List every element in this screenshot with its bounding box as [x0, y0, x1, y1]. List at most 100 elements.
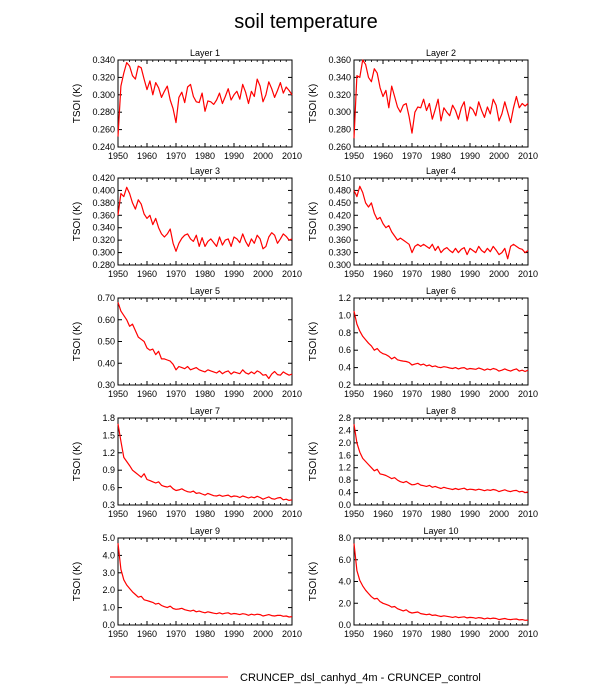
x-tick-label: 1960 — [137, 509, 157, 519]
x-tick-label: 1990 — [224, 629, 244, 639]
x-tick-label: 2000 — [253, 389, 273, 399]
x-tick-label: 1970 — [166, 389, 186, 399]
y-tick-label: 0.3 — [102, 500, 115, 510]
plot-frame — [353, 59, 529, 148]
x-tick-label: 1950 — [344, 389, 364, 399]
y-tick-label: 2.0 — [338, 438, 351, 448]
y-tick-label: 0.320 — [92, 235, 115, 245]
x-tick-label: 1950 — [108, 629, 128, 639]
series-line — [353, 59, 529, 139]
x-tick-label: 2000 — [489, 629, 509, 639]
y-tick-label: 1.2 — [102, 448, 115, 458]
series-line — [117, 61, 293, 137]
y-tick-label: 0.4 — [338, 488, 351, 498]
x-tick-label: 1950 — [108, 509, 128, 519]
series-line — [117, 302, 293, 380]
y-tick-label: 0.450 — [328, 198, 351, 208]
x-tick-label: 1950 — [108, 389, 128, 399]
y-tick-label: 0.6 — [338, 345, 351, 355]
x-tick-label: 2010 — [282, 389, 302, 399]
y-tick-label: 1.5 — [102, 430, 115, 440]
x-tick-label: 2010 — [518, 151, 538, 161]
x-tick-label: 1990 — [460, 151, 480, 161]
y-tick-label: 2.0 — [102, 585, 115, 595]
x-tick-label: 1970 — [166, 509, 186, 519]
x-tick-label: 2000 — [253, 629, 273, 639]
y-tick-label: 4.0 — [102, 550, 115, 560]
y-tick-label: 0.0 — [338, 500, 351, 510]
y-tick-label: 1.2 — [338, 293, 351, 303]
x-tick-label: 2010 — [518, 629, 538, 639]
series-line — [353, 185, 529, 260]
x-tick-label: 1970 — [402, 389, 422, 399]
y-tick-label: 1.6 — [338, 450, 351, 460]
x-tick-label: 1990 — [224, 151, 244, 161]
x-tick-label: 1970 — [402, 269, 422, 279]
x-tick-label: 1960 — [373, 269, 393, 279]
x-tick-label: 1980 — [195, 629, 215, 639]
x-tick-label: 2010 — [518, 269, 538, 279]
x-tick-label: 1980 — [195, 509, 215, 519]
y-tick-label: 0.70 — [97, 293, 115, 303]
panel-layer-3: Layer 3 1950 1960 1970 1980 1990 2000 2010 0.280… — [72, 166, 302, 279]
x-tick-label: 1970 — [402, 629, 422, 639]
plot-frame — [353, 417, 529, 506]
x-tick-label: 1950 — [344, 629, 364, 639]
x-tick-label: 1960 — [373, 151, 393, 161]
x-tick-label: 1950 — [344, 151, 364, 161]
x-tick-label: 1980 — [431, 389, 451, 399]
x-tick-label: 2000 — [253, 509, 273, 519]
x-tick-label: 2000 — [253, 269, 273, 279]
plot-frame — [117, 59, 293, 148]
x-tick-label: 1970 — [402, 509, 422, 519]
y-tick-label: 0.2 — [338, 380, 351, 390]
plot-frame — [117, 537, 293, 626]
series-line — [117, 543, 293, 618]
panel-layer-10: Layer 10 1950 1960 1970 1980 1990 2000 2010 0.0 2… — [308, 526, 538, 639]
x-tick-label: 2010 — [518, 509, 538, 519]
panel-title: Layer 2 — [426, 48, 456, 58]
x-tick-label: 1950 — [344, 509, 364, 519]
x-tick-label: 1960 — [137, 629, 157, 639]
y-tick-label: 0.40 — [97, 358, 115, 368]
y-tick-label: 0.360 — [328, 55, 351, 65]
panel-layer-1: Layer 1 1950 1960 1970 1980 1990 2000 2010 0.240… — [72, 48, 302, 161]
y-axis-label: TSOI (K) — [308, 84, 319, 123]
y-tick-label: 2.8 — [338, 413, 351, 423]
x-tick-label: 1950 — [344, 269, 364, 279]
y-tick-label: 0.480 — [328, 185, 351, 195]
y-tick-label: 0.380 — [92, 198, 115, 208]
x-tick-label: 1980 — [431, 269, 451, 279]
y-tick-label: 2.0 — [338, 598, 351, 608]
y-tick-label: 0.300 — [92, 248, 115, 258]
series-line — [353, 310, 529, 373]
y-axis-label: TSOI (K) — [72, 442, 83, 481]
x-tick-label: 1980 — [431, 151, 451, 161]
x-tick-label: 2010 — [282, 151, 302, 161]
x-tick-label: 1960 — [137, 389, 157, 399]
y-tick-label: 1.0 — [102, 603, 115, 613]
y-tick-label: 0.260 — [92, 125, 115, 135]
y-axis-label: TSOI (K) — [72, 562, 83, 601]
x-tick-label: 1980 — [195, 389, 215, 399]
y-tick-label: 0.340 — [328, 72, 351, 82]
panel-title: Layer 5 — [190, 286, 220, 296]
y-tick-label: 0.400 — [92, 185, 115, 195]
x-tick-label: 1990 — [460, 509, 480, 519]
plot-frame — [117, 177, 293, 266]
x-tick-label: 1970 — [166, 629, 186, 639]
x-tick-label: 1970 — [166, 151, 186, 161]
y-tick-label: 0.320 — [92, 72, 115, 82]
y-tick-label: 0.280 — [328, 125, 351, 135]
y-tick-label: 3.0 — [102, 568, 115, 578]
x-tick-label: 1950 — [108, 151, 128, 161]
y-tick-label: 0.0 — [102, 620, 115, 630]
legend-label: CRUNCEP_dsl_canhyd_4m - CRUNCEP_control — [240, 672, 481, 684]
x-tick-label: 2010 — [518, 389, 538, 399]
y-tick-label: 0.360 — [92, 210, 115, 220]
y-tick-label: 0.300 — [92, 90, 115, 100]
y-tick-label: 0.6 — [102, 483, 115, 493]
panel-title: Layer 9 — [190, 526, 220, 536]
y-tick-label: 0.8 — [338, 475, 351, 485]
y-tick-label: 0.260 — [328, 142, 351, 152]
